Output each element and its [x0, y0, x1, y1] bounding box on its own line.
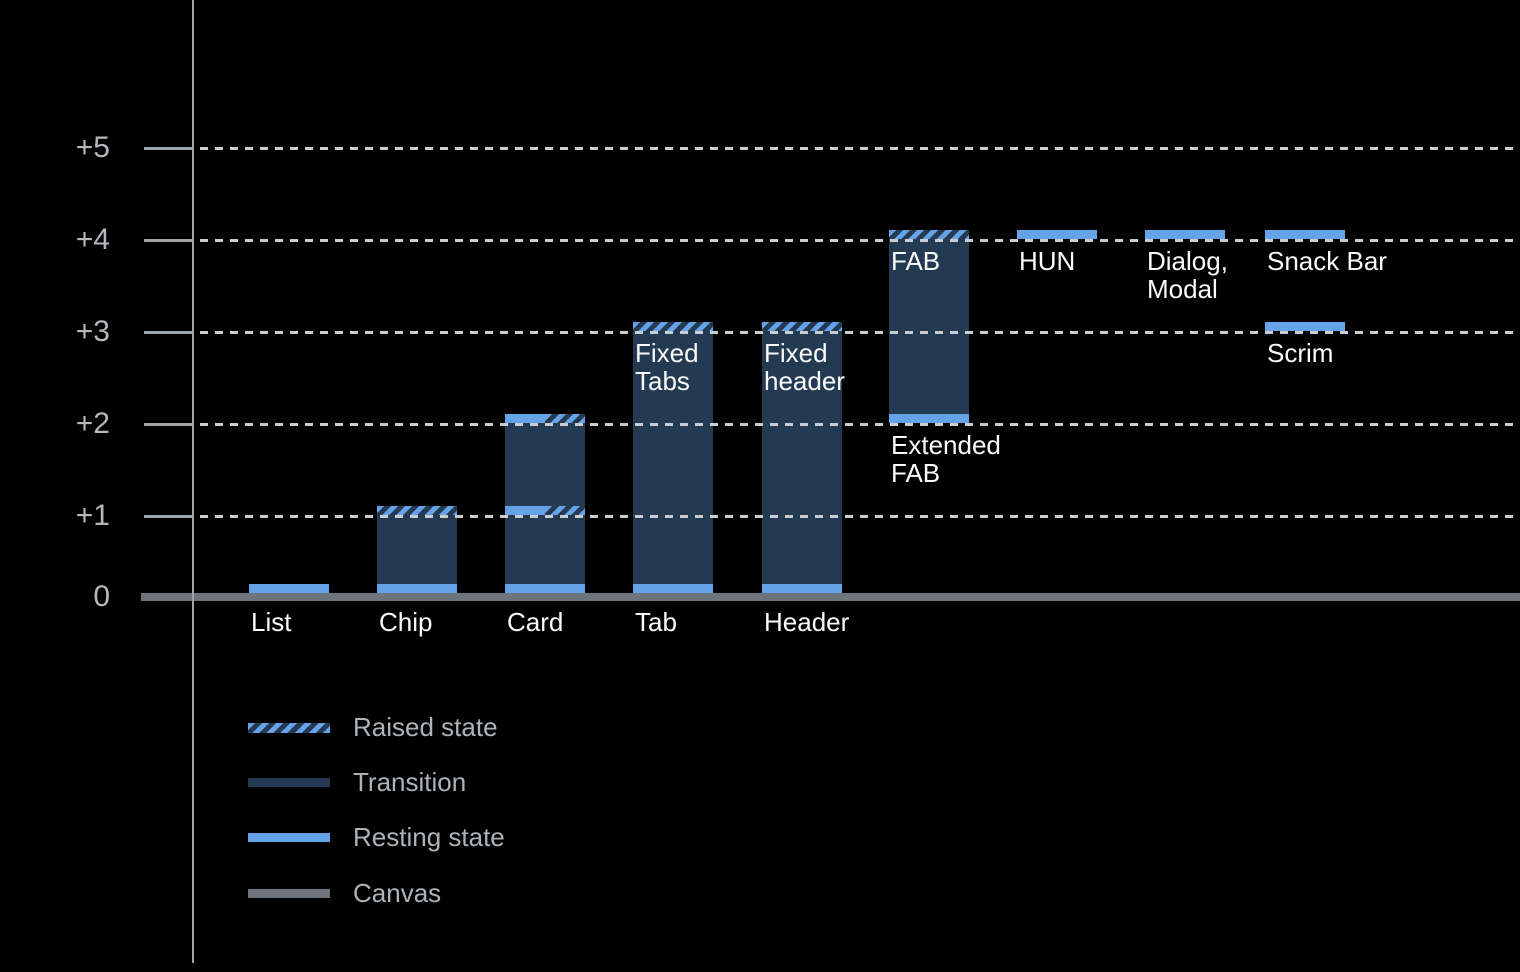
bar-label-card: Card	[507, 607, 564, 637]
y-axis-label: +4	[75, 223, 110, 256]
band-split-resting-half	[505, 414, 545, 423]
band-split	[505, 506, 585, 515]
band-resting	[1017, 230, 1097, 239]
band-resting	[889, 414, 969, 423]
bar-label-dialog-modal: Dialog,	[1147, 246, 1228, 276]
band-split-raised-half	[545, 414, 585, 423]
axis-tick	[144, 515, 192, 518]
bar-fill	[377, 515, 457, 584]
bar-label-snack-bar: Snack Bar	[1267, 246, 1387, 276]
bar-label-fab: Extended	[891, 430, 1001, 460]
bar-fill	[505, 515, 585, 584]
band-resting	[1145, 230, 1225, 239]
band-raised	[889, 230, 969, 239]
legend-label-canvas: Canvas	[353, 878, 442, 908]
legend-label-resting: Resting state	[353, 822, 505, 852]
bar-fill	[762, 331, 842, 584]
bar-label-header: header	[764, 366, 845, 396]
bar-label-tab: Tab	[635, 607, 677, 637]
grid-line	[200, 239, 1520, 242]
bar-label-dialog-modal: Modal	[1147, 274, 1218, 304]
grid-line	[200, 423, 1520, 426]
axis-tick	[144, 239, 192, 242]
legend-swatch-raised	[248, 723, 330, 733]
bar-fill	[889, 239, 969, 414]
bar-label-fab: FAB	[891, 458, 941, 488]
legend-label-raised: Raised state	[353, 712, 498, 742]
y-axis-label: +3	[75, 315, 110, 348]
bar-fill	[505, 423, 585, 506]
canvas-line	[141, 593, 1520, 601]
axis-tick	[144, 147, 192, 150]
bar-label-header: Fixed	[764, 338, 828, 368]
bar-label-list: List	[251, 607, 292, 637]
grid-line	[200, 515, 1520, 518]
band-split	[505, 414, 585, 423]
band-split-resting-half	[505, 506, 545, 515]
bar-label-hun: HUN	[1019, 246, 1076, 276]
band-resting	[249, 584, 329, 593]
legend-swatch-canvas	[248, 889, 330, 898]
bar-label-chip: Chip	[379, 607, 433, 637]
grid-line	[200, 331, 1520, 334]
band-resting	[377, 584, 457, 593]
axis-tick	[144, 331, 192, 334]
bar-label-header: Header	[764, 607, 850, 637]
y-axis-label: +2	[75, 407, 110, 440]
y-axis-label: +1	[75, 499, 110, 532]
bar-label-scrim: Scrim	[1267, 338, 1334, 368]
band-resting	[1265, 230, 1345, 239]
band-resting	[505, 584, 585, 593]
legend-swatch-transition	[248, 778, 330, 787]
band-raised	[762, 322, 842, 331]
bar-label-fab: FAB	[891, 246, 941, 276]
band-split-raised-half	[545, 506, 585, 515]
legend-swatch-resting	[248, 833, 330, 842]
band-resting	[633, 584, 713, 593]
bar-label-tab: Tabs	[635, 366, 690, 396]
band-raised	[377, 506, 457, 515]
y-axis-label: +5	[75, 131, 110, 164]
band-resting	[1265, 322, 1345, 331]
grid-line	[200, 147, 1520, 150]
band-raised	[633, 322, 713, 331]
axis-tick	[144, 423, 192, 426]
band-resting	[762, 584, 842, 593]
y-axis-label: 0	[93, 580, 110, 613]
bar-label-tab: Fixed	[635, 338, 699, 368]
legend-label-transition: Transition	[353, 767, 467, 797]
bar-fill	[633, 331, 713, 584]
y-axis-line	[192, 0, 194, 963]
